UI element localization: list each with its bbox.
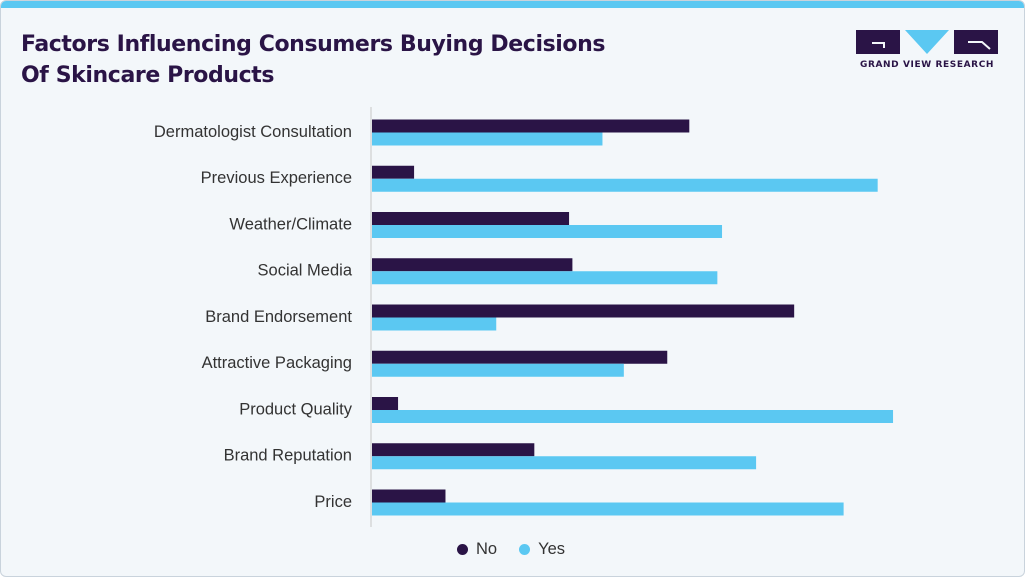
logo-text: GRAND VIEW RESEARCH [859,60,995,70]
chart-title-line-2: Of Skincare Products [21,63,275,88]
category-label: Price [314,493,352,511]
chart-title: Factors Influencing Consumers Buying Dec… [21,29,721,91]
category-label: Previous Experience [201,169,352,187]
bar-no-5 [372,350,668,364]
category-label: Brand Endorsement [205,308,352,326]
legend-item-no: No [457,540,497,559]
bar-yes-2 [372,225,723,238]
category-label: Weather/Climate [229,215,352,233]
bar-no-4 [372,304,795,318]
bar-yes-3 [372,271,718,285]
bar-no-3 [372,258,573,272]
category-label: Social Media [258,262,353,280]
category-label: Attractive Packaging [202,354,352,372]
bar-yes-4 [372,317,497,331]
bar-no-2 [372,212,570,225]
bar-no-1 [372,165,415,179]
bar-no-0 [372,119,690,133]
category-label: Dermatologist Consultation [154,123,352,141]
bar-yes-0 [372,132,603,146]
bar-yes-1 [372,178,878,192]
bar-no-7 [372,443,535,457]
bar-no-6 [372,397,399,410]
legend-swatch-no [457,544,468,555]
bar-yes-7 [372,456,757,470]
bar-yes-5 [372,363,624,377]
bar-yes-6 [372,410,894,423]
legend-label-no: No [476,540,498,558]
chart-title-line-1: Factors Influencing Consumers Buying Dec… [21,32,606,57]
bar-yes-8 [372,502,844,516]
category-label: Product Quality [239,400,353,418]
bar-no-8 [372,489,446,503]
legend-label-yes: Yes [538,540,566,558]
grand-view-research-logo: GRAND VIEW RESEARCH [856,30,998,72]
legend-swatch-yes [519,544,531,555]
legend: No Yes [457,540,565,559]
category-label: Brand Reputation [224,447,352,465]
logo-mark-icon [856,30,998,54]
legend-item-yes: Yes [519,540,565,559]
accent-bar [1,1,1024,8]
